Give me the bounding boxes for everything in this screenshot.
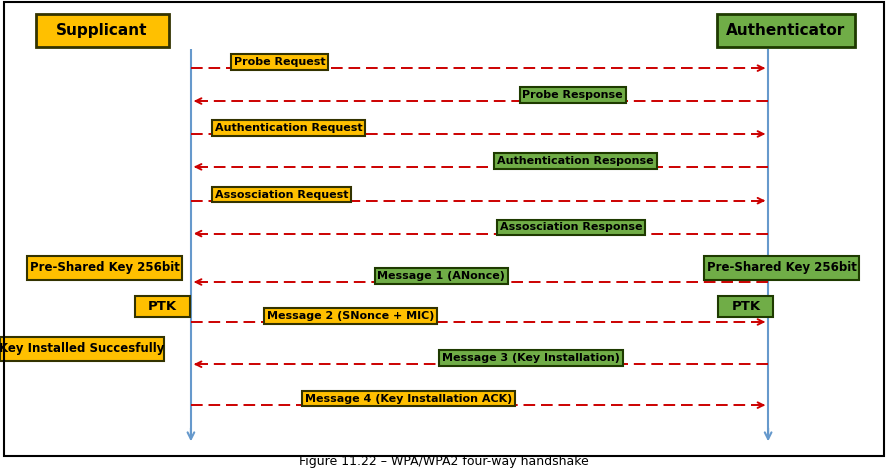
FancyBboxPatch shape xyxy=(718,296,773,317)
FancyBboxPatch shape xyxy=(717,14,854,47)
FancyBboxPatch shape xyxy=(135,296,190,317)
Text: Probe Request: Probe Request xyxy=(234,57,326,67)
Text: Authenticator: Authenticator xyxy=(726,23,845,38)
Text: PTK: PTK xyxy=(732,300,760,313)
Text: Assosciation Response: Assosciation Response xyxy=(500,222,642,233)
Text: Probe Response: Probe Response xyxy=(522,90,623,100)
Text: Message 1 (ANonce): Message 1 (ANonce) xyxy=(377,271,505,281)
Text: Pre-Shared Key 256bit: Pre-Shared Key 256bit xyxy=(30,261,179,274)
Text: Assosciation Request: Assosciation Request xyxy=(215,189,348,200)
FancyBboxPatch shape xyxy=(27,256,182,280)
Text: Pre-Shared Key 256bit: Pre-Shared Key 256bit xyxy=(707,261,856,274)
Text: Authentication Response: Authentication Response xyxy=(497,156,654,166)
Text: Figure 11.22 – WPA/WPA2 four-way handshake: Figure 11.22 – WPA/WPA2 four-way handsha… xyxy=(299,455,589,468)
FancyBboxPatch shape xyxy=(36,14,169,47)
Text: Message 4 (Key Installation ACK): Message 4 (Key Installation ACK) xyxy=(305,393,512,404)
Text: Message 3 (Key Installation): Message 3 (Key Installation) xyxy=(442,353,620,363)
Text: Supplicant: Supplicant xyxy=(56,23,148,38)
Text: Message 2 (SNonce + MIC): Message 2 (SNonce + MIC) xyxy=(267,311,434,321)
FancyBboxPatch shape xyxy=(703,256,859,280)
Text: Key Installed Succesfully: Key Installed Succesfully xyxy=(0,342,164,355)
Text: Authentication Request: Authentication Request xyxy=(215,123,362,133)
FancyBboxPatch shape xyxy=(0,337,163,361)
Text: PTK: PTK xyxy=(148,300,177,313)
